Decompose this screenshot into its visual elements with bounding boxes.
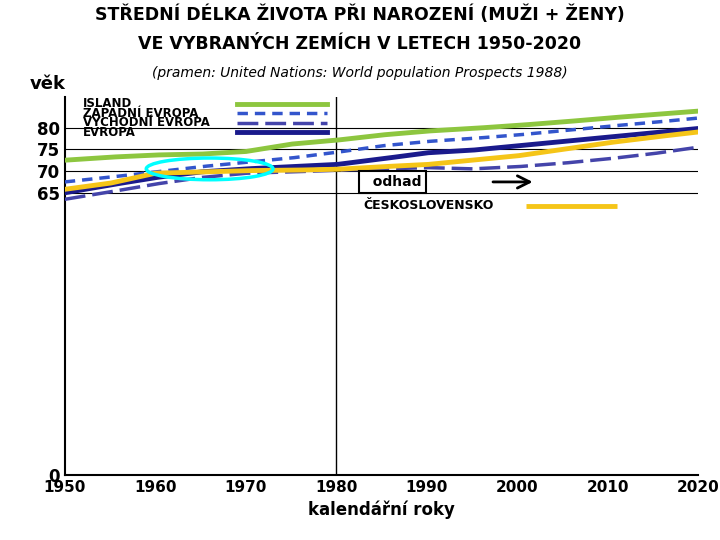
Text: STŘEDNÍ DÉLKA ŽIVOTA PŘI NAROZENÍ (MUŽI + ŽENY): STŘEDNÍ DÉLKA ŽIVOTA PŘI NAROZENÍ (MUŽI … xyxy=(95,5,625,24)
X-axis label: kalendářní roky: kalendářní roky xyxy=(308,501,455,519)
Text: ČESKOSLOVENSKO: ČESKOSLOVENSKO xyxy=(364,199,494,212)
Text: odhad: odhad xyxy=(364,175,422,189)
Text: EVROPA: EVROPA xyxy=(83,126,136,139)
Text: VE VYBRANÝCH ZEMÍCH V LETECH 1950-2020: VE VYBRANÝCH ZEMÍCH V LETECH 1950-2020 xyxy=(138,35,582,53)
Text: (pramen: United Nations: World population Prospects 1988): (pramen: United Nations: World populatio… xyxy=(152,66,568,80)
Text: VÝCHODNÍ EVROPA: VÝCHODNÍ EVROPA xyxy=(83,116,210,130)
Text: ISLAND: ISLAND xyxy=(83,97,132,110)
Text: věk: věk xyxy=(30,76,66,93)
Text: ZÁPADNÍ EVROPA: ZÁPADNÍ EVROPA xyxy=(83,107,198,120)
